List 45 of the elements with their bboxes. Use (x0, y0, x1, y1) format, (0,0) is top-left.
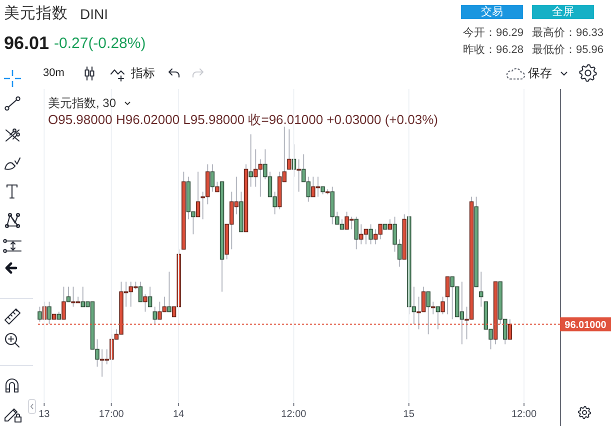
candlestick (445, 276, 450, 315)
x-tick-label: 12:00 (512, 409, 537, 420)
text: 指标 (131, 66, 155, 80)
annotation: O95.98000 H96.02000 L95.98000 收=96.01000 +0.03000 (+0.03%) (48, 112, 438, 128)
x-tick-label: 13 (38, 409, 50, 420)
x-tick-label: 15 (403, 409, 415, 420)
candlestick (354, 216, 358, 250)
candlestick (388, 218, 392, 230)
candlestick (440, 296, 445, 315)
candlestick (196, 171, 200, 218)
text: 96.01000 (564, 320, 607, 331)
button: 全屏 (532, 5, 594, 19)
button: 交易 (461, 5, 523, 19)
candlestick (138, 281, 143, 302)
candlestick (287, 128, 292, 170)
text: 96.01 (4, 33, 50, 55)
x-tick-label: 12:00 (281, 409, 307, 420)
x-tick-label: 14 (172, 409, 185, 420)
candlestick (436, 306, 440, 330)
text: 保存 (528, 66, 552, 80)
candlestick (47, 301, 52, 325)
x-tick-label: 17:00 (98, 409, 124, 420)
text: 30m (43, 67, 64, 80)
text: 美元指数, 30 (48, 96, 116, 110)
candlestick (368, 224, 373, 245)
candlestick (143, 294, 148, 312)
text: 今开：96.29 (463, 27, 524, 40)
candlestick (167, 271, 172, 312)
chart-title: 美元指数 (4, 5, 68, 24)
text: 昨收：96.28 (463, 44, 524, 58)
candlestick (152, 306, 157, 325)
candlestick (426, 291, 430, 335)
text: 最低价：95.96 (532, 44, 604, 58)
candlestick (215, 181, 220, 192)
candlestick (62, 286, 66, 320)
text: 最高价：96.33 (532, 27, 604, 40)
candlestick (210, 164, 215, 192)
text: -0.27(-0.28%) (54, 35, 146, 53)
candlestick (148, 286, 152, 308)
candlestick (38, 306, 42, 322)
candlestick (248, 134, 253, 188)
chart-subtitle: DINI (80, 6, 108, 23)
candlestick (66, 286, 71, 302)
candlestick (479, 271, 484, 308)
candlestick (296, 158, 301, 192)
